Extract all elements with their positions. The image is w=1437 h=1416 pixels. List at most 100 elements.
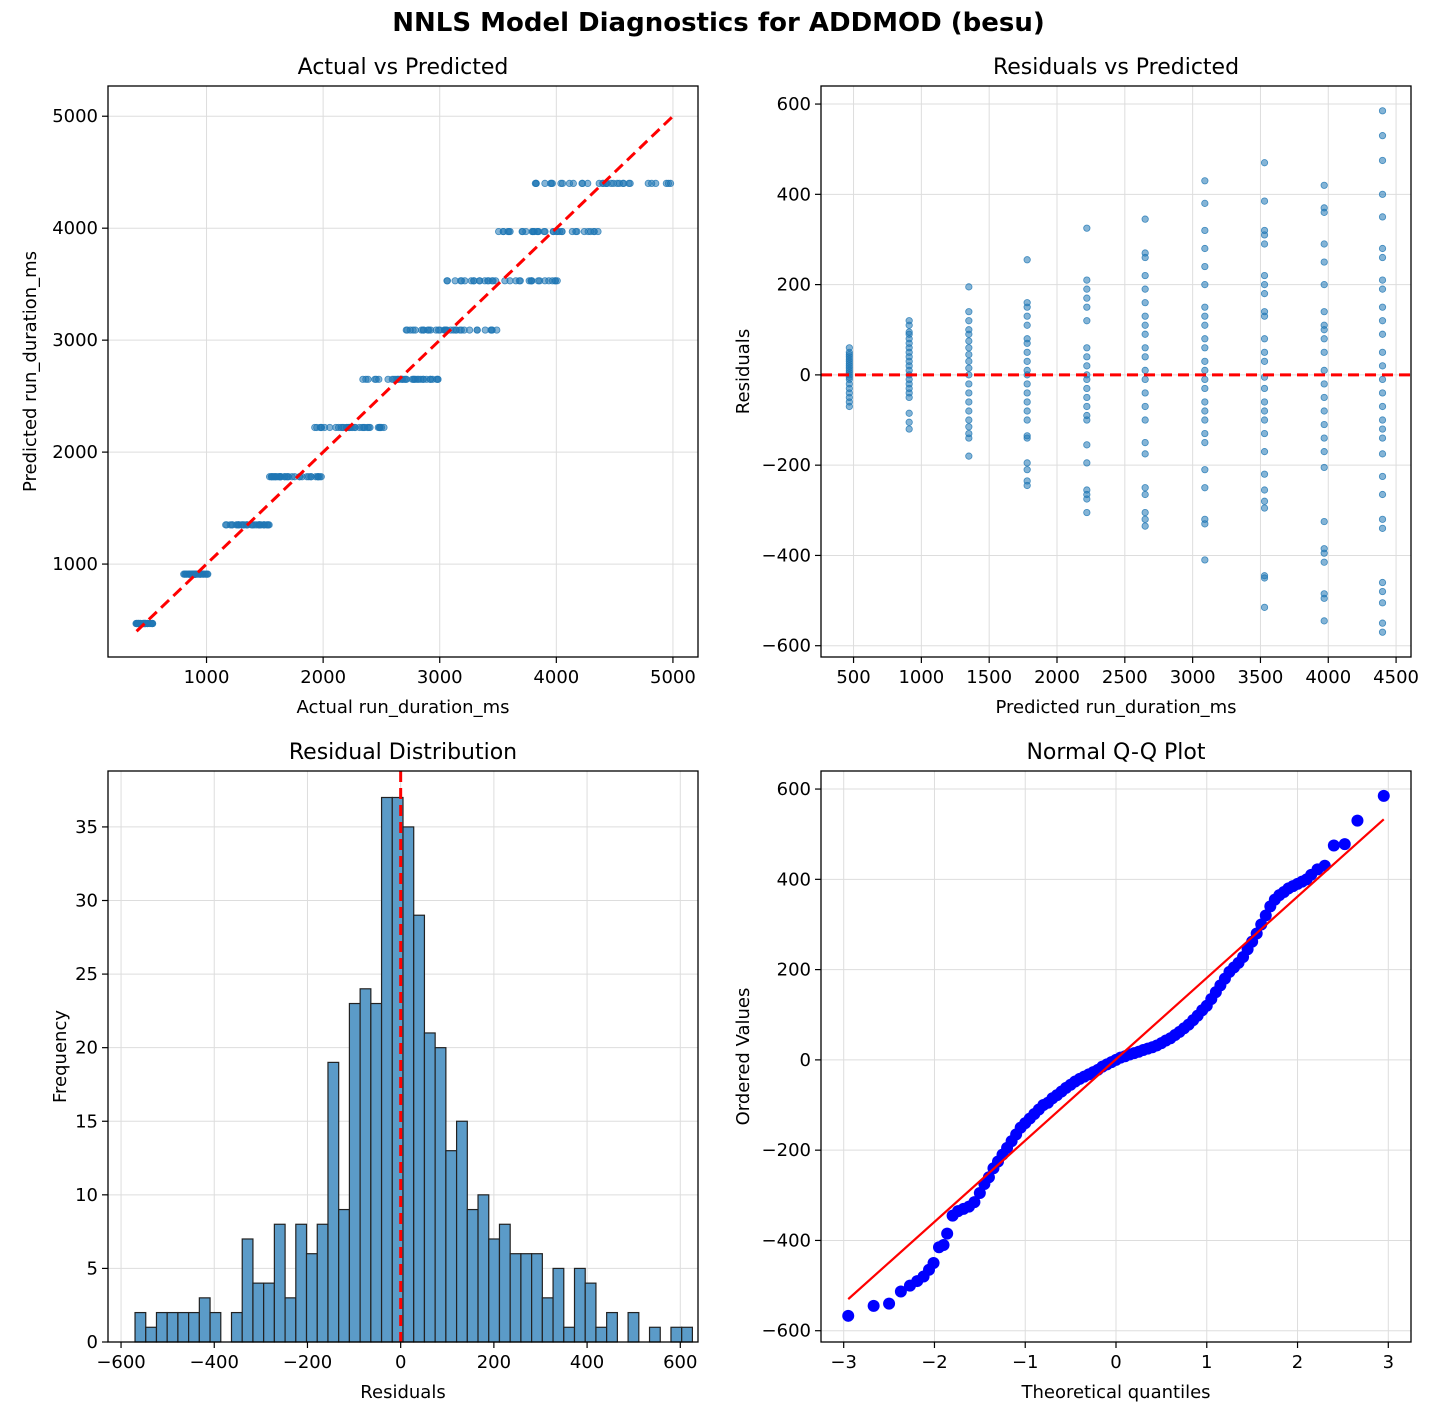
scatter-point <box>1260 486 1269 494</box>
scatter-point <box>1141 353 1149 361</box>
y-tick-label: −400 <box>762 1230 811 1251</box>
scatter-point <box>359 375 367 383</box>
x-tick-label: 4000 <box>1305 667 1351 688</box>
scatter-point <box>1141 490 1149 499</box>
histogram-bar <box>445 1150 458 1343</box>
scatter-point <box>1083 362 1091 370</box>
scatter-point <box>534 277 542 285</box>
scatter-point <box>1378 619 1387 627</box>
x-tick-label: 600 <box>663 1352 697 1373</box>
scatter-point <box>573 227 581 236</box>
scatter-point <box>1378 190 1387 198</box>
scatter-point <box>1260 470 1269 478</box>
scatter-point <box>965 344 973 352</box>
y-tick-label: −400 <box>762 545 811 566</box>
x-axis-label: Theoretical quantiles <box>1020 1382 1210 1403</box>
scatter-point <box>1141 330 1149 338</box>
y-tick-label: 5 <box>87 1258 98 1279</box>
x-tick-label: −400 <box>190 1352 239 1373</box>
plot-area <box>821 107 1411 636</box>
y-tick-label: −200 <box>762 455 811 476</box>
scatter-point <box>905 425 913 433</box>
scatter-point <box>1260 281 1269 289</box>
histogram-bar <box>402 826 415 1343</box>
scatter-point <box>1023 312 1031 320</box>
histogram-bar <box>584 1282 597 1343</box>
scatter-point <box>426 375 434 383</box>
scatter-point <box>558 227 566 236</box>
qq-point <box>982 1171 995 1184</box>
y-tick-label: 600 <box>777 779 811 800</box>
x-tick-label: 0 <box>1110 1352 1121 1373</box>
scatter-point <box>1260 271 1269 280</box>
histogram-bar <box>188 1311 200 1343</box>
histogram-bar <box>552 1267 565 1343</box>
y-tick-label: 30 <box>75 891 98 912</box>
scatter-point <box>1023 389 1031 397</box>
scatter-point <box>1023 398 1031 406</box>
scatter-point <box>400 375 408 383</box>
scatter-point <box>1378 628 1387 636</box>
scatter-point <box>1201 366 1209 374</box>
y-tick-label: 0 <box>87 1332 98 1353</box>
histogram-bar <box>681 1326 694 1343</box>
scatter-point <box>1141 438 1149 447</box>
scatter-point <box>965 317 973 325</box>
scatter-point <box>1083 384 1091 393</box>
scatter-point <box>1201 177 1209 185</box>
x-tick-label: 3 <box>1383 1352 1394 1373</box>
plot-area <box>842 789 1390 1322</box>
x-tick-label: 3000 <box>417 667 463 688</box>
scatter-point <box>1260 572 1269 580</box>
scatter-point <box>1141 484 1149 492</box>
x-tick-label: 500 <box>836 667 870 688</box>
scatter-point <box>487 326 496 334</box>
panel-title: Normal Q-Q Plot <box>1026 740 1205 765</box>
scatter-point <box>1141 508 1149 517</box>
scatter-point <box>461 277 469 285</box>
scatter-point <box>1141 450 1149 458</box>
scatter-point <box>587 227 595 236</box>
y-tick-label: −200 <box>762 1140 811 1161</box>
scatter-point <box>1141 389 1149 397</box>
histogram-bar <box>134 1311 147 1343</box>
scatter-point <box>1378 132 1387 140</box>
scatter-point <box>565 179 574 188</box>
scatter-point <box>1023 466 1031 474</box>
scatter-point <box>1320 545 1328 553</box>
scatter-point <box>1141 271 1149 280</box>
scatter-point <box>1320 258 1328 266</box>
scatter-point <box>1320 281 1328 289</box>
scatter-point <box>1023 335 1031 343</box>
scatter-point <box>1141 215 1149 223</box>
histogram-bar <box>338 1208 351 1343</box>
scatter-point <box>965 326 973 334</box>
histogram-bar <box>177 1311 190 1343</box>
x-tick-label: 5000 <box>650 667 696 688</box>
qq-point <box>968 1196 981 1209</box>
scatter-point <box>1378 244 1387 253</box>
axes-frame <box>820 85 1412 658</box>
scatter-point <box>149 619 157 628</box>
y-tick-label: 0 <box>800 1050 811 1071</box>
y-tick-label: 200 <box>777 275 811 296</box>
scatter-point <box>1320 617 1328 625</box>
scatter-point <box>1201 515 1209 523</box>
scatter-point <box>1201 429 1209 438</box>
scatter-point <box>1260 416 1269 424</box>
scatter-point <box>620 179 628 188</box>
histogram-bar <box>423 1032 436 1343</box>
y-tick-label: 20 <box>75 1038 98 1059</box>
histogram-bar <box>531 1253 543 1343</box>
qq-point <box>1338 838 1351 851</box>
x-tick-label: 400 <box>570 1352 604 1373</box>
scatter-point <box>1320 393 1328 402</box>
scatter-point <box>1320 204 1328 212</box>
scatter-point <box>965 283 973 291</box>
qq-point <box>927 1257 940 1270</box>
histogram-bar <box>295 1223 308 1343</box>
x-tick-label: 200 <box>477 1352 511 1373</box>
scatter-point <box>1260 308 1269 316</box>
scatter-point <box>375 375 383 383</box>
histogram-bar <box>230 1311 243 1343</box>
